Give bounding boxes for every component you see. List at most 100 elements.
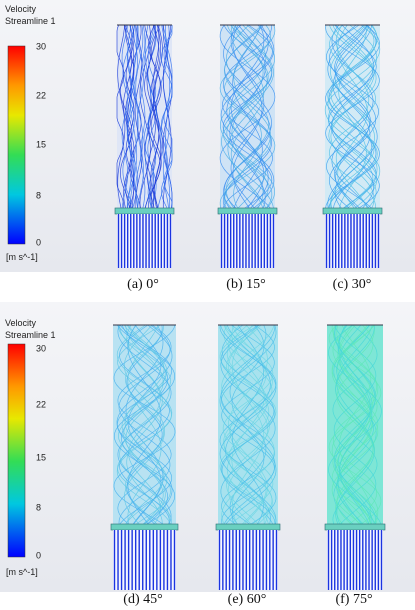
streamline xyxy=(220,24,275,212)
legend-title: Velocity xyxy=(5,4,37,14)
streamline xyxy=(147,24,157,212)
inlet-tubes xyxy=(327,530,383,590)
inlet-band xyxy=(215,523,281,531)
streamline xyxy=(122,24,135,212)
legend-unit: [m s^-1] xyxy=(6,567,38,577)
streamline xyxy=(336,324,374,527)
streamline xyxy=(335,24,370,212)
streamline xyxy=(162,24,172,212)
streamline xyxy=(327,24,378,212)
streamline xyxy=(331,324,379,527)
streamline xyxy=(220,24,275,212)
streamline xyxy=(116,324,173,527)
streamline-column xyxy=(215,324,281,590)
streamline xyxy=(139,24,151,212)
streamline xyxy=(232,24,263,212)
streamline xyxy=(232,324,264,527)
streamline xyxy=(121,24,129,212)
streamline xyxy=(328,24,377,212)
streamline xyxy=(123,324,166,527)
streamline xyxy=(226,24,269,212)
streamline xyxy=(127,324,162,527)
streamline xyxy=(124,324,165,527)
streamline xyxy=(328,24,376,212)
streamline xyxy=(331,324,379,527)
streamline xyxy=(332,324,378,527)
streamline xyxy=(219,324,277,527)
colorbar-tick: 8 xyxy=(36,502,41,512)
colorbar xyxy=(7,343,26,558)
streamline xyxy=(330,24,375,212)
streamline xyxy=(230,24,265,212)
colorbar-tick: 22 xyxy=(36,90,46,100)
colorbar-tick: 22 xyxy=(36,399,46,409)
streamline xyxy=(219,324,277,527)
streamline xyxy=(337,324,373,527)
colorbar-tick: 0 xyxy=(36,550,41,560)
streamline xyxy=(163,25,173,211)
streamline xyxy=(328,324,382,527)
streamline xyxy=(144,24,152,212)
streamline xyxy=(334,24,371,212)
caption: (e) 60° xyxy=(228,592,267,607)
streamline xyxy=(125,24,135,212)
colorbar-tick: 0 xyxy=(36,237,41,247)
inlet-tubes xyxy=(117,214,172,268)
streamline-column xyxy=(217,24,278,268)
streamline xyxy=(326,24,379,212)
streamline xyxy=(116,24,125,212)
streamline xyxy=(129,24,142,212)
streamline xyxy=(113,324,176,527)
streamline xyxy=(327,24,378,212)
inlet-tubes xyxy=(113,530,176,590)
streamline xyxy=(334,24,371,212)
streamline xyxy=(113,324,176,527)
colorbar-tick: 8 xyxy=(36,190,41,200)
streamline xyxy=(224,24,271,212)
inlet-band xyxy=(110,523,179,531)
streamline xyxy=(165,24,171,212)
streamline xyxy=(338,324,372,527)
streamline xyxy=(146,24,156,212)
streamline xyxy=(160,24,173,212)
caption: (b) 15° xyxy=(226,277,265,292)
streamline xyxy=(125,324,164,527)
streamline xyxy=(221,324,275,527)
streamline xyxy=(226,324,270,527)
streamline xyxy=(324,24,381,212)
streamline xyxy=(118,324,171,527)
streamline xyxy=(231,324,265,527)
streamline xyxy=(231,24,264,212)
colorbar-tick: 15 xyxy=(36,139,46,149)
streamline xyxy=(221,24,274,212)
streamline xyxy=(232,24,263,212)
streamline xyxy=(223,24,272,212)
streamline xyxy=(127,24,133,212)
legend-unit: [m s^-1] xyxy=(6,252,38,262)
inlet-band xyxy=(114,207,175,215)
legend-title: Velocity xyxy=(5,318,37,328)
streamline xyxy=(328,324,382,527)
streamline xyxy=(339,324,371,527)
streamline xyxy=(224,24,271,212)
streamline xyxy=(220,324,276,527)
streamline xyxy=(329,24,376,212)
colorbar-tick: 15 xyxy=(36,452,46,462)
streamline xyxy=(152,24,160,212)
streamline xyxy=(126,324,163,527)
streamline xyxy=(229,24,266,212)
streamline xyxy=(331,324,379,527)
streamline xyxy=(150,24,160,212)
streamline xyxy=(118,324,171,527)
streamline xyxy=(127,324,162,527)
caption: (a) 0° xyxy=(127,277,159,292)
streamline xyxy=(220,324,276,527)
streamline xyxy=(125,24,135,212)
streamline xyxy=(221,324,275,527)
streamline xyxy=(117,324,172,527)
inlet-tubes xyxy=(218,530,278,590)
streamline-column xyxy=(322,24,383,268)
streamline xyxy=(222,324,274,527)
streamline xyxy=(221,324,275,527)
streamline xyxy=(221,324,275,527)
